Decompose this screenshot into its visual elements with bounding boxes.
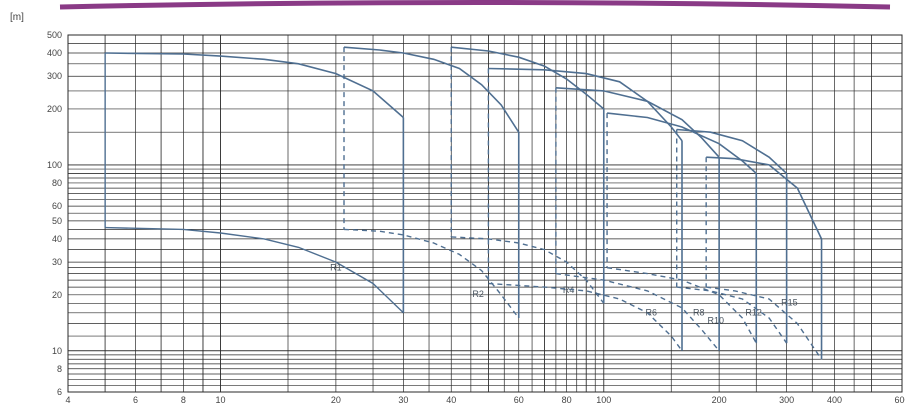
series-r15: R15: [705, 156, 823, 360]
lower-curve-r8: [555, 272, 720, 352]
y-tick-label: 300: [47, 71, 62, 81]
x-tick-label: 200: [712, 395, 727, 405]
y-tick-label: 6: [57, 387, 62, 397]
curve-label-r15: R15: [781, 298, 798, 308]
upper-curve-r15: [706, 156, 823, 240]
lower-curve-r1: [105, 226, 404, 314]
lower-curve-r4: [451, 236, 605, 304]
y-tick-label: 80: [52, 178, 62, 188]
y-tick-label: 10: [52, 346, 62, 356]
x-tick-label: 300: [779, 395, 794, 405]
x-tick-label: 80: [562, 395, 572, 405]
series-r12: R12: [676, 128, 788, 344]
series-r4: R4: [450, 46, 605, 304]
y-axis-unit-label: [m]: [10, 12, 24, 23]
series-r1: R1: [104, 52, 405, 314]
x-tick-label: 40: [446, 395, 456, 405]
y-tick-label: 50: [52, 216, 62, 226]
y-tick-label: 100: [47, 160, 62, 170]
upper-curve-r10: [607, 112, 757, 174]
y-tick-label: 40: [52, 234, 62, 244]
x-tick-label: 400: [827, 395, 842, 405]
y-tick-label: 8: [57, 364, 62, 374]
x-tick-label: 20: [331, 395, 341, 405]
upper-curve-r8: [555, 87, 720, 158]
curve-label-r2: R2: [472, 289, 484, 299]
series-r2: R2: [343, 46, 520, 319]
curve-label-r6: R6: [645, 307, 657, 317]
curve-label-r1: R1: [330, 263, 342, 273]
x-tick-label: 600: [894, 395, 905, 405]
y-tick-label: 30: [52, 257, 62, 267]
lower-curve-r6: [488, 282, 683, 352]
y-tick-label: 20: [52, 290, 62, 300]
lower-curve-r15: [706, 286, 823, 360]
x-tick-label: 60: [514, 395, 524, 405]
upper-curve-r6: [488, 67, 683, 142]
upper-curve-r12: [676, 128, 788, 174]
curve-label-r8: R8: [693, 307, 705, 317]
upper-curve-r4: [451, 46, 605, 110]
x-tick-label: 30: [398, 395, 408, 405]
plot-frame: [67, 34, 903, 393]
series-r8: R8: [555, 87, 720, 352]
y-tick-label: 200: [47, 104, 62, 114]
curve-label-r4: R4: [563, 285, 575, 295]
curve-label-r12: R12: [745, 307, 762, 317]
y-tick-label: 60: [52, 201, 62, 211]
x-tick-label: 8: [181, 395, 186, 405]
x-tick-label: 10: [216, 395, 226, 405]
series-r6: R6: [487, 67, 683, 352]
lower-curve-r12: [676, 286, 788, 344]
x-tick-label: 4: [65, 395, 70, 405]
tick-labels: 4681020304060801002003004006006810203040…: [47, 30, 905, 405]
series-r10: R10: [606, 112, 758, 344]
header-bar: [59, 0, 891, 10]
curve-label-r10: R10: [708, 316, 725, 326]
x-tick-label: 6: [133, 395, 138, 405]
lower-curve-r2: [343, 228, 520, 319]
y-tick-label: 400: [47, 48, 62, 58]
lower-curve-r10: [606, 267, 757, 344]
upper-curve-r2: [343, 46, 520, 133]
x-tick-label: 100: [596, 395, 611, 405]
upper-curve-r1: [105, 52, 404, 119]
y-tick-label: 500: [47, 30, 62, 40]
